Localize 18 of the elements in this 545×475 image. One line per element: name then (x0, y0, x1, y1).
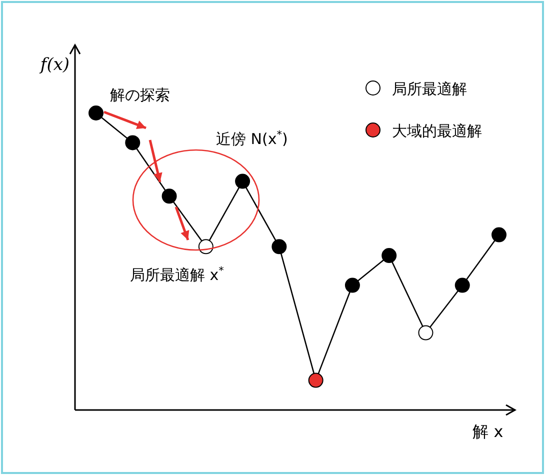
point (492, 227, 506, 242)
point (308, 372, 324, 388)
point (454, 278, 470, 293)
point (382, 248, 397, 264)
x-axis-title: 解 x (472, 422, 504, 441)
annotation: 局所最適解 x$^{*}$ (130, 265, 224, 284)
point (162, 188, 177, 204)
point (418, 325, 434, 340)
text: 局所最適解 (392, 80, 467, 98)
annotation: 大域的最適解 (392, 122, 482, 140)
point (272, 239, 287, 254)
point (235, 174, 250, 189)
annotation: 近傍 N(x$^{*}$) (216, 129, 288, 148)
y-axis-title: f(x) (38, 55, 70, 75)
point (88, 106, 104, 120)
point (125, 135, 140, 150)
point (344, 278, 360, 293)
text: 解の探索 (110, 86, 170, 104)
